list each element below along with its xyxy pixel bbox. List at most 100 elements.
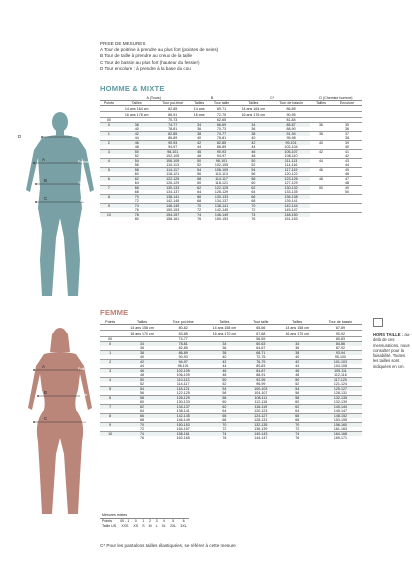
table-cell: 70	[120, 422, 164, 427]
femme-label-c: C	[44, 416, 47, 421]
femme-label-poitrine: Poitrine	[78, 367, 89, 371]
table-row: 0 38 74-77 34 66-69 34 85-87 36 35	[100, 122, 362, 127]
table-cell: 76	[140, 436, 145, 440]
table-cell	[100, 217, 118, 221]
table-cell: 132-135	[318, 395, 362, 400]
table-cell: 118-121	[166, 172, 180, 176]
table-cell: 142-145	[166, 199, 180, 203]
table-cell: 124-127	[246, 413, 276, 418]
table-cell: 70	[234, 203, 273, 208]
table-cell: 42	[234, 140, 273, 145]
table-cell: 150-153	[214, 217, 229, 221]
table-row: 76 150-153 72 142-145 72 145-147	[100, 208, 362, 213]
table-cell: 120-123	[254, 409, 268, 413]
table-cell: 86-89	[216, 145, 227, 149]
encolure-value-cell: 40	[345, 145, 349, 149]
mixtes-points-label: Points	[102, 518, 112, 523]
encolure-value-cell: 35	[332, 122, 362, 127]
encolure-size-cell: 50	[309, 185, 333, 190]
mixtes-cell: L	[155, 523, 158, 528]
table-cell: 62	[189, 185, 209, 190]
homme-label-encolure: Encolure	[78, 134, 91, 138]
table-cell: 00	[100, 336, 121, 342]
table-cell: 9	[100, 203, 118, 208]
table-cell: 68-71	[246, 350, 276, 355]
table-cell: 44	[295, 364, 300, 368]
table-cell: 121-124	[333, 382, 348, 386]
table-cell: 00	[100, 117, 118, 123]
table-row: 48 94-97 44 86-89 44 102-104 40	[100, 145, 362, 150]
table-cell: 102-105	[163, 368, 203, 373]
table-cell: 52	[134, 154, 139, 158]
mixtes-cell: 4	[162, 518, 165, 523]
encolure-value-cell: 46	[345, 172, 349, 176]
table-cell: 156-160	[318, 422, 362, 427]
kids-size-cell: 16 ans 170 cm	[275, 330, 319, 337]
table-row: 00 70-73 62-65 81-84	[100, 117, 362, 123]
homme-label-c: C	[44, 196, 47, 201]
table-cell: 48	[295, 373, 300, 377]
table-cell: 76	[222, 436, 227, 440]
table-cell: 8	[100, 413, 121, 418]
homme-label-b: B	[44, 178, 47, 183]
table-cell: 102-104	[284, 145, 298, 149]
table-cell: 6	[100, 176, 118, 181]
table-cell: 66	[275, 413, 319, 418]
header-group-c: C*	[234, 96, 310, 101]
table-cell: 72	[295, 427, 300, 431]
table-row: 68 146-149 68 128-131 68 153-155	[100, 418, 362, 423]
table-cell: 72	[251, 208, 256, 212]
kids-size-cell: 16 ans 176 cm	[117, 111, 156, 118]
table-cell: 112-116	[334, 373, 347, 377]
mixtes-cell: S	[142, 523, 145, 528]
table-cell: 38	[275, 350, 319, 355]
table-cell: 60	[140, 400, 145, 404]
table-cell: 58	[275, 395, 319, 400]
table-cell: 62	[117, 176, 156, 181]
table-cell: 6	[100, 395, 121, 400]
table-cell: 64-67	[256, 346, 266, 350]
table-cell: 169-171	[333, 436, 348, 440]
table-cell: 50	[202, 377, 247, 382]
encolure-size-cell: 42	[309, 149, 333, 154]
table-cell: 48	[134, 145, 139, 149]
hors-taille-note: HORS TAILLE : au-delà de ces mensuration…	[373, 332, 411, 369]
kids-value-cell: 65-66	[246, 324, 276, 331]
table-cell: 66	[202, 413, 247, 418]
table-cell	[234, 117, 273, 123]
table-cell: 86-89	[168, 136, 178, 140]
table-cell: 114-117	[155, 167, 190, 172]
femme-label-a: A	[42, 364, 45, 369]
kids-spacer-cell	[100, 324, 121, 331]
table-cell: 126-129	[214, 190, 229, 194]
table-cell: 48	[222, 373, 227, 377]
table-cell: 82-85	[178, 346, 188, 350]
kids-value-cell: 83-85	[163, 330, 203, 337]
table-cell: 125-127	[318, 386, 362, 391]
table-cell: 123-126	[272, 176, 310, 181]
table-cell: 117-120	[318, 377, 362, 382]
table-cell: 66	[189, 194, 209, 199]
table-cell: 58	[120, 395, 164, 400]
homme-label-poitrine: Poitrine	[78, 160, 89, 164]
table-cell: 112-115	[254, 400, 268, 404]
table-cell: 122-125	[155, 176, 190, 181]
table-cell: 66-69	[208, 122, 235, 127]
table-cell: 134-137	[214, 199, 229, 203]
kids-value-cell: 90-92	[318, 330, 362, 337]
table-row: 64 138-141 64 120-123 64 145-147	[100, 409, 362, 414]
table-row: 3 50 98-101 46 90-93 46 105-107 42 41	[100, 149, 362, 154]
table-cell: 154-157	[155, 212, 190, 217]
table-cell: 56	[295, 391, 300, 395]
table-cell: 158-161	[163, 431, 203, 436]
table-cell: 98-101	[177, 364, 189, 368]
homme-size-table: A (Tours) B C* D (Chemise homme) Points …	[100, 96, 362, 221]
encolure-size-cell: 40	[309, 140, 333, 145]
table-cell: 148-152	[318, 413, 362, 418]
table-cell: 40	[140, 355, 145, 359]
table-cell: 76-79	[246, 359, 276, 364]
kids-size-cell: 14 ans 164 cm	[234, 105, 273, 112]
table-cell: 88-90	[286, 127, 296, 131]
encolure-value-cell: 50	[345, 190, 349, 194]
